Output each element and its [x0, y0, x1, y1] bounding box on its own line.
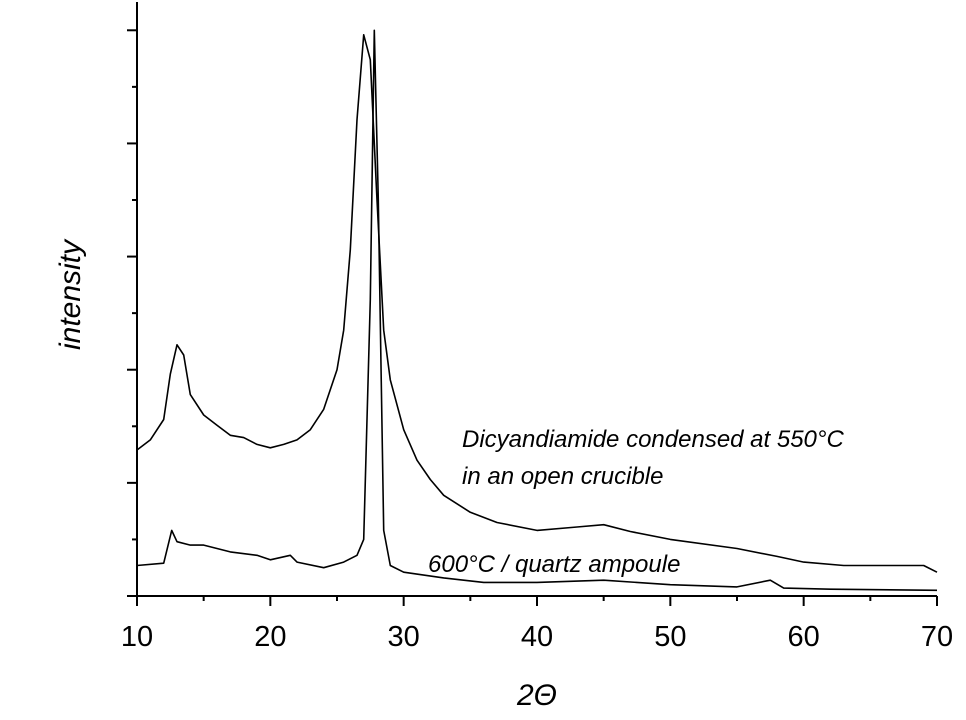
data-line	[136, 29, 938, 592]
x-tick-label: 50	[654, 621, 686, 653]
annotation: Dicyandiamide condensed at 550°C	[462, 426, 845, 453]
annotation: in an open crucible	[462, 463, 663, 490]
annotation: 600°C / quartz ampoule	[428, 551, 680, 578]
x-tick-label: 70	[921, 621, 953, 653]
x-tick-label: 60	[788, 621, 820, 653]
x-tick-label: 40	[521, 621, 553, 653]
x-tick-label: 20	[254, 621, 286, 653]
x-tick-label: 10	[121, 621, 153, 653]
y-axis-label: intensity	[54, 238, 87, 350]
x-axis-label: 2Θ	[516, 679, 557, 712]
data-line	[136, 33, 938, 573]
x-tick-label: 30	[388, 621, 420, 653]
